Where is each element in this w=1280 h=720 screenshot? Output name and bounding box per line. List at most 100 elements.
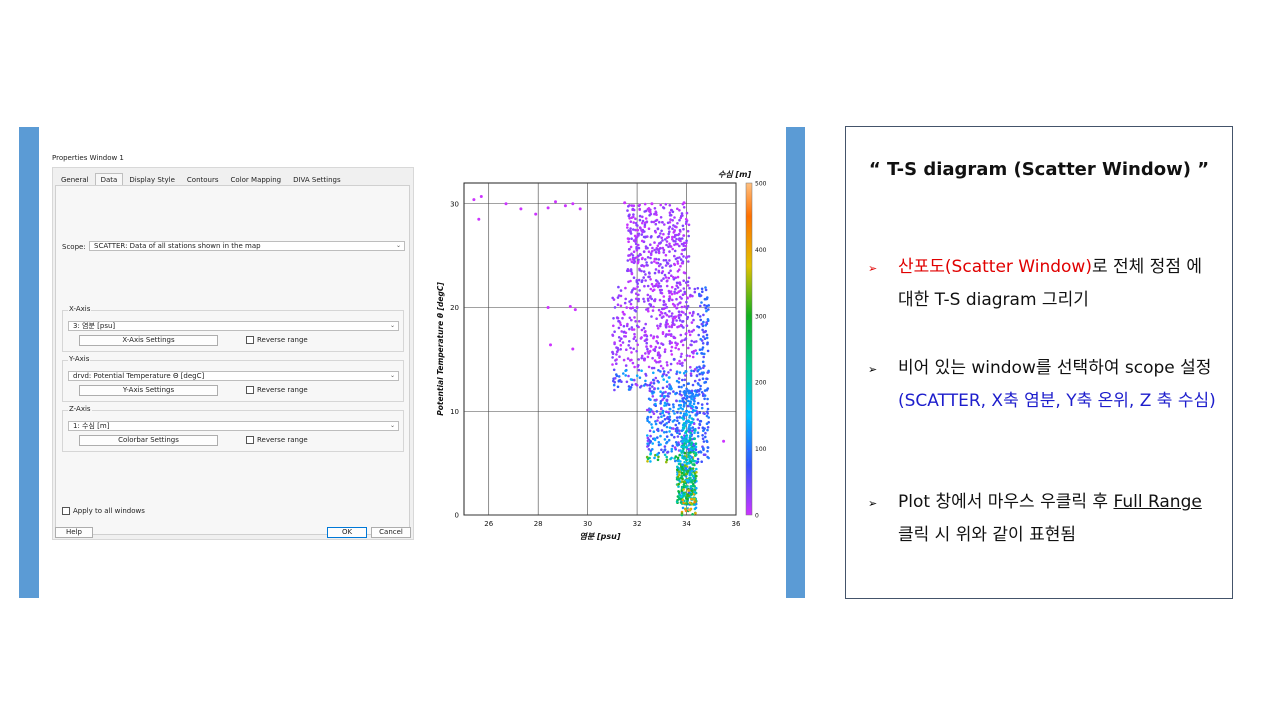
z-axis-select[interactable]: 1: 수심 [m] ⌄ <box>68 421 399 431</box>
scatter-point <box>636 228 640 232</box>
y-reverse-range-checkbox[interactable]: Reverse range <box>246 386 308 394</box>
scatter-point <box>648 387 652 390</box>
scatter-point <box>649 440 653 443</box>
ok-button[interactable]: OK <box>327 527 367 538</box>
scatter-point <box>665 380 669 383</box>
scatter-point <box>629 258 632 261</box>
scatter-point <box>613 341 616 344</box>
scatter-point <box>640 356 643 360</box>
scatter-point <box>658 360 662 363</box>
ts-scatter-chart[interactable]: 26 28 30 32 34 36 0 10 20 30 0 100 200 300 400 500 수심… <box>428 164 768 548</box>
scatter-point <box>682 279 685 282</box>
scatter-point <box>682 457 686 460</box>
scatter-point <box>696 460 700 464</box>
tab-contours[interactable]: Contours <box>186 176 219 184</box>
scatter-point <box>682 412 686 415</box>
scatter-point <box>637 320 641 323</box>
scatter-point <box>617 285 620 289</box>
scatter-point <box>677 462 681 466</box>
scatter-point <box>690 330 694 333</box>
scatter-point <box>698 292 701 296</box>
y-axis-select[interactable]: drvd: Potential Temperature Θ [degC] ⌄ <box>68 371 399 381</box>
scatter-point <box>637 368 641 372</box>
scatter-point <box>684 391 687 395</box>
cancel-button[interactable]: Cancel <box>371 527 411 538</box>
scatter-point <box>637 364 640 367</box>
scatter-point <box>672 224 675 227</box>
x-axis-group <box>62 310 404 352</box>
scatter-point <box>675 500 679 504</box>
apply-all-windows-checkbox[interactable]: Apply to all windows <box>62 507 145 515</box>
scatter-point <box>670 450 673 453</box>
scatter-point <box>628 217 631 220</box>
checkbox-box <box>246 386 254 394</box>
scatter-point <box>705 440 709 444</box>
scatter-point <box>686 500 689 503</box>
scatter-point <box>683 290 686 294</box>
x-axis-settings-button[interactable]: X-Axis Settings <box>79 335 218 346</box>
tab-display-style[interactable]: Display Style <box>129 176 175 184</box>
scatter-point <box>662 414 666 417</box>
scatter-point <box>678 209 681 212</box>
scatter-point <box>701 290 704 293</box>
tab-diva-settings[interactable]: DIVA Settings <box>293 176 341 184</box>
scatter-point <box>656 428 659 432</box>
tab-general[interactable]: General <box>61 176 89 184</box>
scatter-point <box>668 392 672 395</box>
scatter-point <box>670 324 674 327</box>
colorbar[interactable] <box>745 182 753 516</box>
scatter-point <box>677 496 681 499</box>
scatter-point <box>685 470 688 473</box>
scatter-point <box>666 394 669 398</box>
scatter-point <box>684 430 688 434</box>
scatter-point <box>675 225 678 229</box>
scatter-point <box>652 371 655 375</box>
scatter-point <box>640 354 644 358</box>
scatter-point <box>686 296 689 300</box>
scatter-point <box>705 333 709 337</box>
scatter-point <box>650 261 653 264</box>
scatter-point <box>679 362 682 366</box>
scope-select[interactable]: SCATTER: Data of all stations shown in t… <box>89 241 405 251</box>
scatter-point <box>688 311 692 315</box>
scatter-point <box>663 418 667 421</box>
scatter-point <box>690 397 693 401</box>
scatter-point <box>680 494 684 498</box>
scatter-point <box>612 298 616 301</box>
tab-data[interactable]: Data <box>94 173 124 186</box>
scatter-point <box>705 321 708 324</box>
scatter-point <box>661 246 665 250</box>
scatter-point <box>657 455 660 459</box>
scatter-point <box>663 348 667 351</box>
scatter-point <box>670 285 674 289</box>
scatter-point <box>685 239 688 243</box>
scatter-point <box>686 304 690 308</box>
x-reverse-range-checkbox[interactable]: Reverse range <box>246 336 308 344</box>
scatter-point <box>656 324 659 328</box>
x-axis-select[interactable]: 3: 염분 [psu] ⌄ <box>68 321 399 331</box>
scatter-point <box>615 374 619 378</box>
scatter-point <box>680 339 684 342</box>
scatter-point <box>653 271 657 275</box>
scatter-point <box>683 460 686 464</box>
scatter-point <box>633 378 636 382</box>
scatter-point <box>699 451 703 454</box>
scatter-point <box>684 374 687 377</box>
scatter-point <box>677 316 681 320</box>
scatter-point <box>632 337 636 341</box>
help-button[interactable]: Help <box>55 527 93 538</box>
colorbar-settings-button[interactable]: Colorbar Settings <box>79 435 218 446</box>
scatter-point <box>646 445 649 448</box>
y-axis-settings-button[interactable]: Y-Axis Settings <box>79 385 218 396</box>
scatter-point <box>685 435 688 439</box>
tab-color-mapping[interactable]: Color Mapping <box>230 176 282 184</box>
z-reverse-range-checkbox[interactable]: Reverse range <box>246 436 308 444</box>
scatter-point <box>662 378 665 381</box>
scatter-point <box>644 374 648 377</box>
scatter-point <box>637 246 641 250</box>
scatter-point <box>549 343 552 347</box>
scatter-point <box>706 402 709 406</box>
scatter-point <box>662 299 666 303</box>
scatter-point <box>698 372 701 376</box>
scatter-point <box>665 422 668 425</box>
